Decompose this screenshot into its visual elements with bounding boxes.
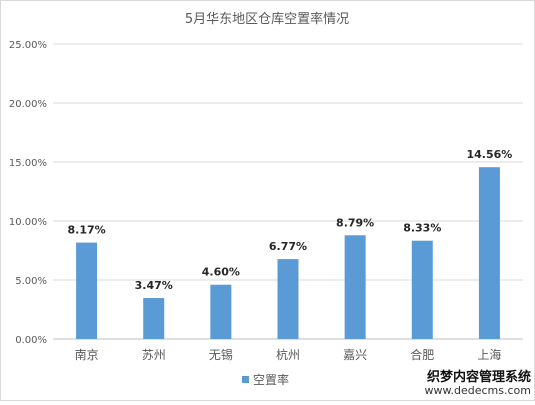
data-label: 14.56% bbox=[467, 148, 513, 161]
data-label: 4.60% bbox=[202, 266, 240, 279]
data-label: 8.33% bbox=[403, 222, 441, 235]
bar bbox=[345, 235, 366, 339]
bar bbox=[210, 285, 231, 339]
bar bbox=[412, 241, 433, 339]
watermark-sub: www.dedecms.com bbox=[425, 385, 531, 397]
legend-swatch bbox=[242, 376, 249, 383]
x-tick-label: 合肥 bbox=[410, 347, 434, 362]
legend-label: 空置率 bbox=[253, 372, 289, 387]
x-tick-label: 无锡 bbox=[209, 347, 233, 362]
x-axis: 南京 苏州 无锡 杭州 嘉兴 合肥 上海 bbox=[75, 347, 502, 362]
x-tick-label: 嘉兴 bbox=[343, 348, 367, 362]
bar bbox=[143, 298, 164, 339]
x-tick-label: 上海 bbox=[477, 347, 501, 362]
data-label: 8.17% bbox=[67, 224, 105, 237]
bar bbox=[278, 259, 299, 339]
watermark: 织梦内容管理系统 www.dedecms.com bbox=[425, 371, 531, 397]
data-label: 8.79% bbox=[336, 216, 374, 229]
bar bbox=[76, 243, 97, 339]
x-tick-label: 苏州 bbox=[142, 348, 166, 362]
y-tick-label: 0.00% bbox=[15, 335, 47, 346]
data-label: 3.47% bbox=[135, 279, 173, 292]
y-tick-label: 5.00% bbox=[15, 276, 47, 287]
y-tick-label: 10.00% bbox=[9, 217, 47, 228]
y-tick-label: 25.00% bbox=[9, 40, 47, 51]
data-label: 6.77% bbox=[269, 240, 307, 253]
x-tick-label: 南京 bbox=[75, 347, 99, 362]
y-tick-label: 20.00% bbox=[9, 99, 47, 110]
legend: 空置率 bbox=[242, 372, 289, 387]
y-axis: 0.00% 5.00% 10.00% 15.00% 20.00% 25.00% bbox=[9, 40, 47, 346]
watermark-main: 织梦内容管理系统 bbox=[425, 371, 531, 385]
bar bbox=[479, 167, 500, 339]
y-tick-label: 15.00% bbox=[9, 158, 47, 169]
x-tick-label: 杭州 bbox=[276, 347, 300, 362]
chart-title: 5月华东地区仓库空置率情况 bbox=[185, 11, 349, 27]
